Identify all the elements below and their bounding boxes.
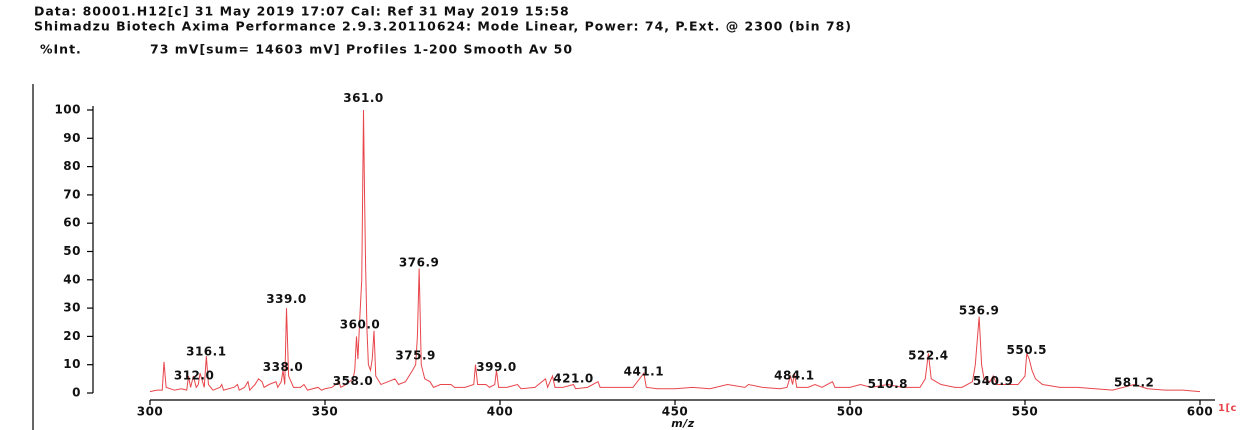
- peak-label: 312.0: [174, 369, 214, 383]
- peak-label: 360.0: [340, 318, 380, 332]
- spectrum-line: [149, 109, 1201, 393]
- x-tick-label: 550: [1012, 405, 1039, 419]
- y-tick-label: 40: [63, 272, 81, 286]
- peak-label: 550.5: [1007, 343, 1047, 357]
- peak-label: 536.9: [959, 303, 999, 317]
- peak-label: 361.0: [343, 91, 383, 105]
- peak-label: 522.4: [908, 349, 948, 363]
- peak-label: 581.2: [1114, 376, 1154, 390]
- y-tick-label: 20: [63, 329, 81, 343]
- edge-text: 1[c: [1218, 403, 1237, 414]
- subtitle: 73 mV[sum= 14603 mV] Profiles 1-200 Smoo…: [150, 42, 573, 57]
- y-tick-label: 0: [72, 386, 81, 400]
- peak-label: 339.0: [266, 292, 306, 306]
- x-tick-label: 350: [312, 405, 339, 419]
- peak-label: 484.1: [774, 369, 814, 383]
- header-line: Shimadzu Biotech Axima Performance 2.9.3…: [34, 19, 852, 34]
- peak-label: 376.9: [399, 255, 439, 269]
- x-tick-label: 500: [837, 405, 864, 419]
- x-tick-label: 450: [662, 405, 689, 419]
- y-axis-label: %Int.: [40, 42, 82, 57]
- x-tick-label: 300: [137, 405, 164, 419]
- header-line: Data: 80001.H12[c] 31 May 2019 17:07 Cal…: [34, 4, 570, 19]
- y-tick-label: 30: [63, 301, 81, 315]
- peak-label: 358.0: [333, 374, 373, 388]
- y-tick-label: 100: [54, 103, 81, 117]
- peak-label: 421.0: [553, 371, 593, 385]
- x-axis-label: m/z: [671, 417, 694, 430]
- peak-label: 399.0: [476, 360, 516, 374]
- x-tick-label: 600: [1187, 405, 1214, 419]
- y-tick-label: 80: [63, 159, 81, 173]
- peak-label: 316.1: [186, 344, 226, 358]
- peak-label: 375.9: [395, 349, 435, 363]
- y-tick-label: 50: [63, 244, 81, 258]
- y-tick-label: 90: [63, 131, 81, 145]
- x-tick-label: 400: [487, 405, 514, 419]
- y-tick-label: 60: [63, 216, 81, 230]
- peak-label: 441.1: [624, 364, 664, 378]
- peak-label: 540.9: [973, 374, 1013, 388]
- peak-label: 510.8: [868, 377, 908, 391]
- peak-label: 338.0: [263, 360, 303, 374]
- y-tick-label: 10: [63, 357, 81, 371]
- y-tick-label: 70: [63, 187, 81, 201]
